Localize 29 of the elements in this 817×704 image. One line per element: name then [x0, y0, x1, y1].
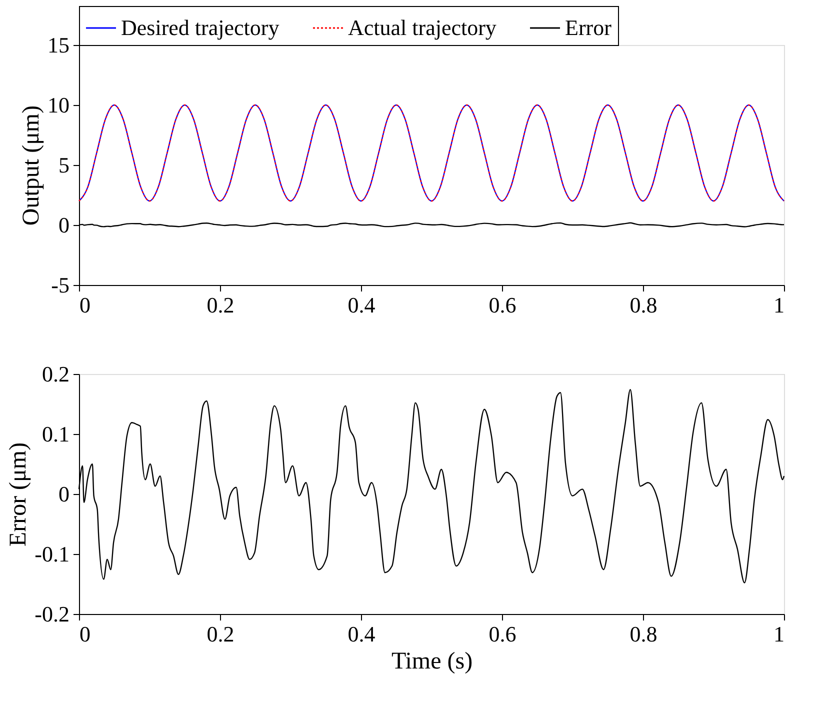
y-tick-label: 0 — [58, 212, 70, 238]
x-tick-label: 0.2 — [206, 622, 234, 646]
x-tick-label: 1 — [774, 622, 784, 646]
y-tick-label: -0.2 — [34, 602, 70, 626]
y-tick-label: -5 — [51, 272, 70, 298]
y-tick-label: 10 — [48, 92, 70, 118]
x-tick-label: 0.4 — [348, 292, 376, 318]
y-axis-title: Error (μm) — [6, 442, 32, 547]
x-tick-label: 1 — [774, 292, 784, 318]
y-tick-label: 5 — [58, 152, 70, 178]
x-tick-label: 0 — [80, 622, 90, 646]
x-tick-label: 0.2 — [206, 292, 234, 318]
x-axis-title: Time (s) — [391, 648, 473, 674]
y-tick-label: -0.1 — [34, 542, 70, 566]
y-tick-label: 0.1 — [42, 422, 70, 446]
y-tick-label: 15 — [48, 32, 70, 58]
legend-label: Desired trajectory — [121, 15, 280, 40]
y-tick-label: 0 — [58, 482, 70, 506]
legend-label: Error — [565, 15, 612, 40]
y-axis-title: Output (μm) — [18, 105, 44, 226]
x-tick-label: 0.4 — [348, 622, 376, 646]
y-tick-label: 0.2 — [42, 362, 70, 386]
x-tick-label: 0 — [80, 292, 90, 318]
x-tick-label: 0.6 — [488, 292, 516, 318]
x-tick-label: 0.8 — [630, 292, 658, 318]
line-series — [78, 104, 785, 202]
x-tick-label: 0.6 — [488, 622, 516, 646]
x-tick-label: 0.8 — [630, 622, 658, 646]
legend-label: Actual trajectory — [348, 15, 496, 40]
